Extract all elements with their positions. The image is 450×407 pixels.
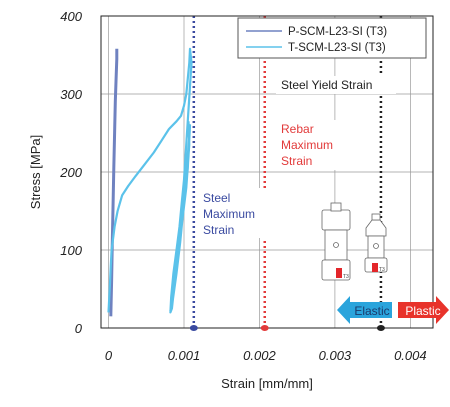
- y-tick-label: 400: [60, 9, 82, 24]
- reference-line-marker: [260, 325, 269, 331]
- annotation-line: Strain: [203, 223, 234, 237]
- elastic-label: Elastic: [354, 304, 389, 318]
- legend: P-SCM-L23-SI (T3) T-SCM-L23-SI (T3): [237, 17, 427, 59]
- x-tick-label: 0: [105, 348, 113, 363]
- x-tick-label: 0.001: [168, 348, 201, 363]
- svg-text:T3: T3: [343, 274, 349, 280]
- x-tick-label: 0.003: [319, 348, 352, 363]
- annotation-steel-maximum-strain: Steel Maximum Strain: [198, 188, 268, 238]
- reference-line-marker: [189, 325, 198, 331]
- legend-label-series-2: T-SCM-L23-SI (T3): [288, 42, 386, 54]
- x-axis-label: Strain [mm/mm]: [221, 376, 313, 391]
- grid-lines: [101, 15, 433, 329]
- y-tick-label: 100: [60, 243, 82, 258]
- plastic-label: Plastic: [405, 304, 440, 318]
- annotation-line: Rebar: [281, 122, 314, 136]
- y-axis-label: Stress [MPa]: [28, 135, 43, 209]
- reference-line-marker: [376, 325, 385, 331]
- specimen-sketch-icon: T3 T3: [321, 202, 388, 281]
- series-line-1: [109, 48, 119, 317]
- legend-box: [237, 17, 427, 59]
- elastic-region-arrow: Elastic: [337, 296, 392, 324]
- y-tick-label: 0: [75, 321, 83, 336]
- y-tick-label: 200: [59, 165, 82, 180]
- annotation-line: Maximum: [203, 207, 255, 221]
- annotation-line: Steel Yield Strain: [281, 78, 372, 92]
- plastic-region-arrow: Plastic: [398, 296, 449, 324]
- annotation-line: Steel: [203, 191, 230, 205]
- annotation-steel-yield-strain: Steel Yield Strain: [276, 76, 396, 94]
- x-tick-label: 0.004: [394, 348, 427, 363]
- reference-line-markers: [189, 325, 385, 331]
- series-line-2: [107, 47, 193, 314]
- y-tick-labels: 0 100 200 300 400: [59, 9, 82, 336]
- annotation-rebar-maximum-strain: Rebar Maximum Strain: [277, 120, 349, 170]
- legend-label-series-1: P-SCM-L23-SI (T3): [288, 26, 387, 38]
- x-tick-labels: 0 0.001 0.002 0.003 0.004: [105, 348, 427, 363]
- x-tick-label: 0.002: [243, 348, 276, 363]
- reference-lines: [192, 16, 383, 328]
- svg-text:T3: T3: [379, 267, 385, 273]
- data-series: [107, 47, 193, 317]
- annotation-line: Maximum: [281, 138, 333, 152]
- annotation-line: Strain: [281, 154, 312, 168]
- y-tick-label: 300: [60, 87, 82, 102]
